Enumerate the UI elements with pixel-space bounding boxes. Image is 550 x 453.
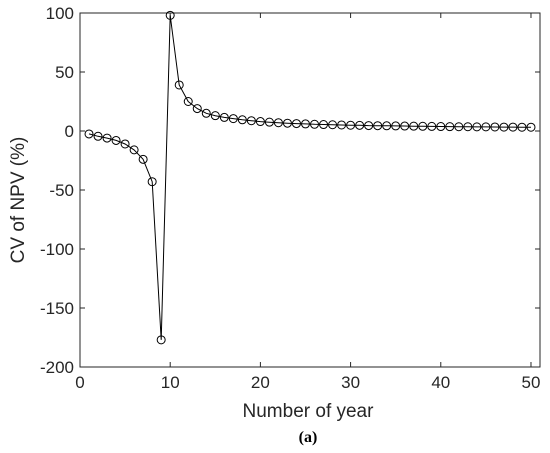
series-line bbox=[88, 15, 531, 340]
data-point bbox=[138, 154, 148, 164]
data-point bbox=[499, 122, 509, 132]
data-point bbox=[183, 97, 193, 106]
data-point bbox=[102, 133, 112, 143]
data-point bbox=[264, 117, 274, 127]
data-point bbox=[463, 122, 473, 132]
x-axis-label: Number of year bbox=[243, 401, 375, 422]
data-point bbox=[319, 120, 329, 130]
y-tick-label: 0 bbox=[65, 122, 74, 141]
x-tick-label: 50 bbox=[522, 373, 541, 392]
data-point bbox=[219, 112, 229, 122]
data-point bbox=[84, 129, 94, 139]
data-point bbox=[391, 121, 401, 131]
data-point bbox=[328, 120, 338, 130]
data-point bbox=[445, 122, 455, 132]
figure-caption: (a) bbox=[299, 429, 318, 446]
x-tick-label: 0 bbox=[75, 373, 84, 392]
x-tick-label: 20 bbox=[251, 373, 270, 392]
data-point bbox=[427, 121, 437, 131]
data-point bbox=[418, 121, 428, 131]
data-point bbox=[409, 121, 419, 131]
data-point bbox=[490, 122, 500, 132]
data-point bbox=[129, 145, 139, 155]
data-point bbox=[508, 122, 518, 132]
axis-tick-labels: 0 10 20 30 40 50 -200 -150 -100 -50 0 50 100 bbox=[40, 4, 540, 392]
data-point bbox=[517, 122, 527, 132]
data-point bbox=[526, 122, 536, 132]
data-point bbox=[373, 121, 383, 131]
data-point bbox=[111, 135, 121, 145]
series-group bbox=[84, 10, 536, 345]
y-tick-label: -200 bbox=[40, 358, 74, 377]
y-tick-label: -50 bbox=[49, 181, 74, 200]
x-tick-label: 40 bbox=[431, 373, 450, 392]
data-point bbox=[174, 80, 184, 90]
data-point bbox=[255, 117, 265, 127]
data-point bbox=[454, 122, 464, 132]
data-point bbox=[310, 119, 320, 129]
data-point bbox=[337, 120, 347, 130]
plot-frame bbox=[79, 12, 541, 368]
data-point bbox=[201, 108, 211, 118]
data-point bbox=[246, 116, 256, 126]
data-point bbox=[481, 122, 491, 132]
data-point bbox=[165, 10, 175, 20]
data-point bbox=[237, 115, 247, 125]
axis-ticks bbox=[79, 12, 540, 368]
data-point bbox=[382, 121, 392, 131]
y-tick-label: -150 bbox=[40, 299, 74, 318]
data-point bbox=[291, 119, 301, 129]
y-axis-label: CV of NPV (%) bbox=[8, 137, 29, 264]
data-point bbox=[147, 177, 157, 187]
x-tick-label: 10 bbox=[161, 373, 180, 392]
data-point bbox=[400, 121, 410, 131]
data-point bbox=[210, 111, 220, 121]
data-point bbox=[346, 120, 356, 130]
data-point bbox=[364, 121, 374, 131]
data-point bbox=[300, 119, 310, 129]
axes-frame bbox=[79, 12, 541, 368]
data-point bbox=[472, 122, 482, 132]
data-point bbox=[282, 118, 292, 128]
data-point bbox=[192, 104, 202, 114]
y-tick-label: 50 bbox=[55, 63, 74, 82]
data-point bbox=[355, 120, 365, 130]
data-point bbox=[273, 118, 283, 128]
data-point bbox=[436, 122, 446, 132]
y-tick-label: 100 bbox=[46, 4, 74, 23]
data-point bbox=[93, 131, 103, 141]
data-point bbox=[228, 114, 238, 124]
data-point bbox=[120, 139, 130, 149]
y-tick-label: -100 bbox=[40, 240, 74, 259]
data-point bbox=[156, 335, 166, 345]
x-tick-label: 30 bbox=[341, 373, 360, 392]
